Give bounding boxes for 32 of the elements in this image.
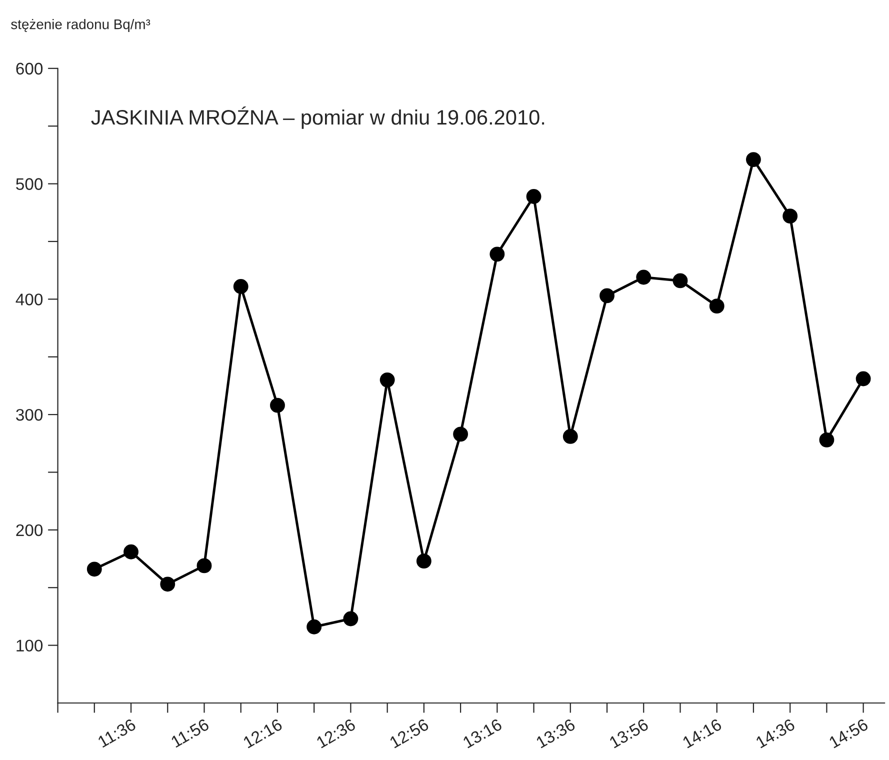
text: JASKINIA MROŹNA – pomiar w dniu 19.06.2010. xyxy=(91,106,544,129)
point xyxy=(196,558,212,574)
point xyxy=(233,279,248,294)
y-tick-label: 500 xyxy=(16,178,43,190)
point xyxy=(746,152,761,168)
point xyxy=(856,371,871,386)
point xyxy=(782,208,798,224)
point xyxy=(380,372,395,388)
y-tick-label: 600 xyxy=(16,62,43,75)
point xyxy=(160,576,176,592)
point xyxy=(490,246,505,262)
point xyxy=(306,619,322,634)
y-axis-title: stężenie radonu Bq/m³ xyxy=(11,19,150,32)
point xyxy=(416,554,432,569)
point xyxy=(86,562,102,577)
point xyxy=(124,544,138,560)
point xyxy=(709,298,724,314)
point xyxy=(636,270,652,285)
point xyxy=(672,273,688,288)
point xyxy=(453,426,468,442)
y-tick-label: 400 xyxy=(16,294,43,306)
y-tick-label: 300 xyxy=(16,408,43,421)
point xyxy=(526,189,542,204)
y-tick-label: 200 xyxy=(16,524,43,536)
point xyxy=(819,432,834,448)
point xyxy=(270,398,285,413)
y-tick-label: 100 xyxy=(16,640,43,652)
point xyxy=(600,288,614,304)
point xyxy=(343,611,358,626)
point xyxy=(562,429,578,444)
x-tick-label: 11:36 xyxy=(97,718,136,748)
x-tick-label: 11:56 xyxy=(170,718,210,748)
